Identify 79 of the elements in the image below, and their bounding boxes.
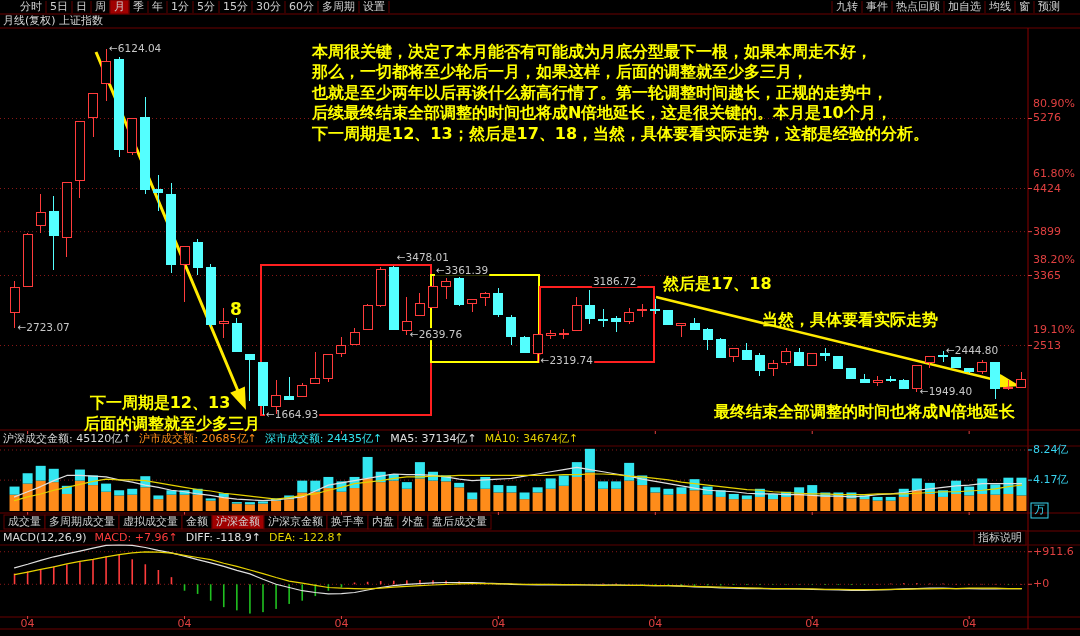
y-tick-label: +911.6 (1033, 544, 1074, 558)
x-tick-label: 04 (805, 617, 820, 630)
text: 15分 (223, 0, 248, 13)
y2-tick-label: 80.90% (1033, 96, 1075, 110)
y-tick-label: 3365 (1033, 268, 1061, 282)
annotation: ←2723.07 (17, 321, 70, 334)
annotation: 3186.72 (592, 275, 637, 288)
text: 沪深金额 (216, 515, 260, 528)
y2-tick-label: 61.80% (1033, 166, 1075, 180)
text: 5分 (197, 0, 215, 13)
annotation: 那么，一切都将至少轮后一月，如果这样，后面的调整就至少多三月， (311, 62, 808, 81)
annotation: 下一周期是12、13 (88, 392, 231, 412)
text: 30分 (256, 0, 281, 13)
text: 月 (114, 0, 125, 13)
annotation: ←1949.40 (919, 384, 973, 397)
text: 多周期 (322, 0, 355, 13)
annotation: 下一周期是12、13；然后是17、18，当然，具体要看实际走势，这都是经验的分析。 (311, 123, 930, 143)
y-tick-label: 5276 (1033, 111, 1061, 125)
text: 指标说明 (977, 531, 1022, 544)
annotation: 也就是至少两年以后再谈什么新高行情了。第一轮调整时间越长，正规的走势中， (311, 82, 888, 102)
annotation: ←3478.01 (396, 251, 449, 264)
text: 周 (95, 0, 106, 13)
y-tick-label: 4424 (1033, 181, 1061, 195)
x-tick-label: 04 (648, 617, 663, 630)
text: 1分 (171, 0, 189, 13)
annotation: ←2319.74 (540, 354, 594, 367)
y-tick-label: 3899 (1033, 224, 1061, 238)
text: 窗 (1019, 0, 1030, 13)
text: 内盘 (372, 515, 394, 528)
text: 60分 (289, 0, 314, 13)
y2-tick-label: 19.10% (1033, 323, 1075, 337)
text: 金额 (186, 515, 208, 528)
annotation: 后续最终结束全部调整的时间也将成N倍地延长，这是很关键的。本月是10个月， (311, 103, 892, 122)
annotation: 本周很关键，决定了本月能否有可能成为月底分型最下一根，如果本周走不好， (311, 41, 872, 61)
x-tick-label: 04 (20, 617, 35, 630)
legend: 沪市成交额: 20685亿↑ 深市成交额: 24435亿↑ MA5: 37134亿↑ MA10: 34674亿↑ (139, 432, 579, 445)
chart-title: 沪深成交金额: 45120亿↑ (3, 432, 132, 445)
annotation: 然后是17、18 (662, 273, 772, 293)
text: 均线 (988, 0, 1011, 13)
text: 沪深京金额 (268, 515, 323, 528)
x-tick-label: 04 (177, 617, 192, 630)
y2-tick-label: 38.20% (1033, 253, 1075, 267)
annotation: 8 (230, 299, 242, 319)
text: 外盘 (402, 515, 424, 528)
text: 换手率 (331, 515, 364, 528)
chart-title: MACD(12,26,9) (3, 531, 87, 544)
y-tick-label: 4.17亿 (1033, 473, 1069, 487)
y-tick-label: 8.24亿 (1033, 443, 1069, 456)
text: 虚拟成交量 (123, 515, 178, 528)
x-tick-label: 04 (962, 617, 977, 630)
annotation: ←6124.04 (109, 41, 162, 54)
annotation: ←2639.76 (409, 328, 463, 341)
text: 日 (76, 0, 87, 13)
text: 年 (152, 0, 163, 13)
y-tick-label: +0 (1033, 577, 1050, 591)
legend: MACD: +7.96↑ DIFF: -118.9↑ DEA: -122.8↑ (94, 531, 344, 544)
text: 盘后成交量 (432, 515, 487, 528)
text: 成交量 (8, 515, 41, 528)
text: 九转 (836, 0, 858, 13)
chart-title: 月线(复权) 上证指数 (3, 14, 104, 27)
text: 多周期成交量 (49, 515, 115, 528)
x-tick-label: 04 (491, 617, 506, 630)
y-axis-title: 万 (1034, 503, 1045, 516)
annotation: ←1664.93 (266, 408, 319, 421)
text: 加自选 (948, 0, 981, 13)
text: 事件 (866, 0, 888, 13)
annotation: 当然，具体要看实际走势 (762, 309, 938, 329)
text: 季 (133, 0, 144, 13)
annotation: ←3361.39 (436, 263, 489, 276)
annotation: 最终结束全部调整的时间也将成N倍地延长 (713, 401, 1017, 421)
annotation: 后面的调整就至少多三月 (83, 413, 260, 433)
text: 5日 (50, 0, 68, 13)
text: 分时 (20, 0, 42, 13)
x-tick-label: 04 (334, 617, 349, 630)
annotation: ←2444.80 (946, 344, 999, 357)
text: 设置 (363, 0, 385, 13)
text: 预测 (1038, 0, 1060, 13)
text: 热点回顾 (896, 0, 940, 13)
y-tick-label: 2513 (1033, 338, 1061, 352)
